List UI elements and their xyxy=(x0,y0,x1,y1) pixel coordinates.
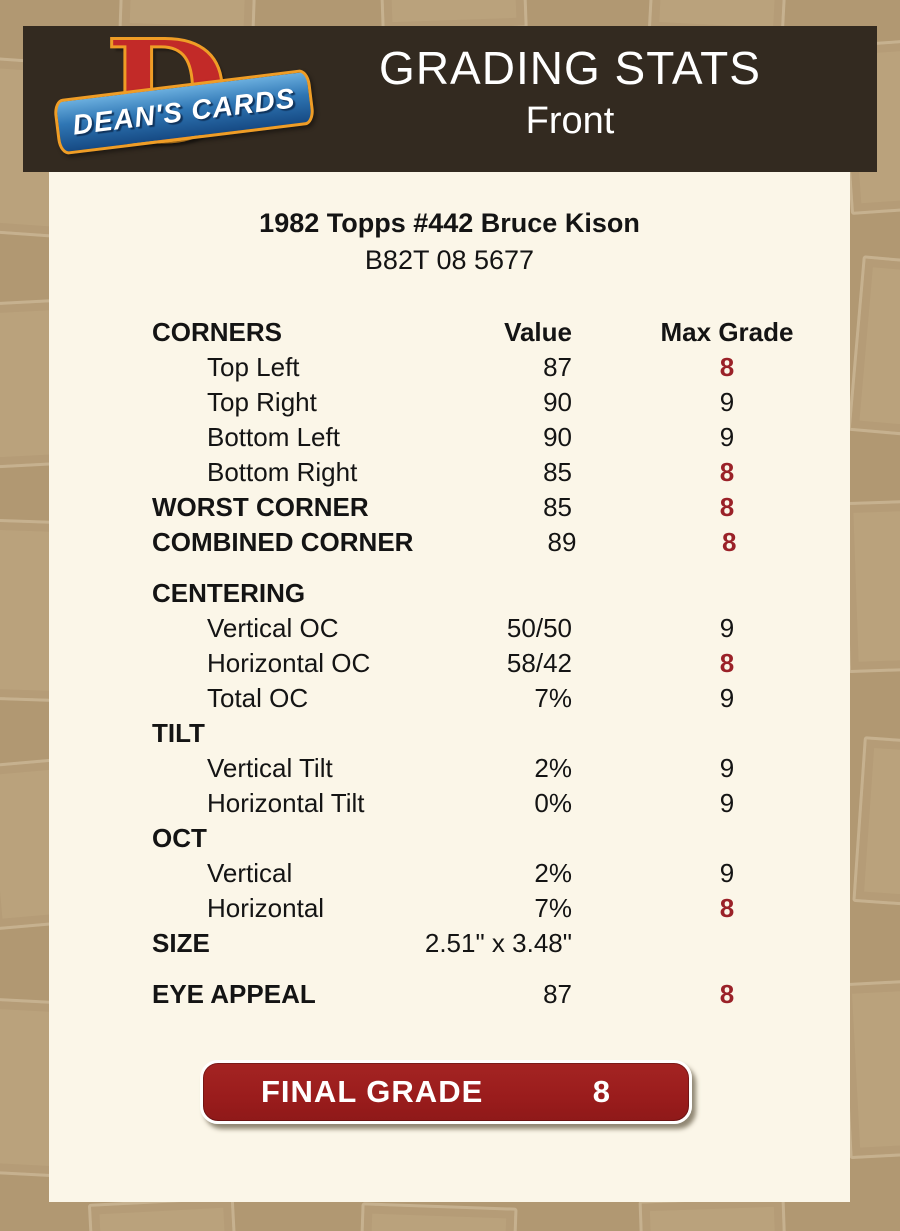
background-card-decoration xyxy=(842,497,900,674)
table-row: Top Right 90 9 xyxy=(49,385,850,420)
row-label: Horizontal xyxy=(207,893,325,923)
table-row: COMBINED CORNER 89 8 xyxy=(49,525,850,560)
row-label: Total OC xyxy=(207,683,309,713)
row-value: 7% xyxy=(534,683,572,713)
table-row: Horizontal 7% 8 xyxy=(49,891,850,926)
table-spacer xyxy=(49,560,850,576)
row-max-grade: 8 xyxy=(721,527,737,557)
row-max-grade: 9 xyxy=(719,387,735,417)
row-value: 0% xyxy=(534,788,572,818)
table-row: Horizontal OC 58/42 8 xyxy=(49,646,850,681)
table-row: WORST CORNER 85 8 xyxy=(49,490,850,525)
row-label: CORNERS xyxy=(152,317,283,347)
background-card-decoration xyxy=(847,255,900,441)
row-value: 87 xyxy=(543,979,572,1009)
table-row: Bottom Left 90 9 xyxy=(49,420,850,455)
row-max-grade: 9 xyxy=(719,683,735,713)
row-value: 87 xyxy=(543,352,572,382)
row-label: OCT xyxy=(152,823,207,853)
table-row: TILT xyxy=(49,716,850,751)
final-grade-button[interactable]: FINAL GRADE 8 xyxy=(200,1060,692,1124)
row-max-grade: 8 xyxy=(719,352,735,382)
row-label: Bottom Left xyxy=(207,422,340,452)
table-row: Vertical OC 50/50 9 xyxy=(49,611,850,646)
row-label: TILT xyxy=(152,718,205,748)
row-label: EYE APPEAL xyxy=(152,979,316,1009)
table-row: EYE APPEAL 87 8 xyxy=(49,977,850,1012)
row-label: Horizontal OC xyxy=(207,648,371,678)
row-value: 89 xyxy=(547,527,577,557)
row-value: 85 xyxy=(543,492,572,522)
row-value: 58/42 xyxy=(506,648,572,678)
row-max-grade: 8 xyxy=(719,457,735,487)
row-value: 2% xyxy=(534,858,572,888)
row-label: Top Right xyxy=(207,387,317,417)
table-row: Vertical Tilt 2% 9 xyxy=(49,751,850,786)
card-title: 1982 Topps #442 Bruce Kison xyxy=(259,208,640,238)
card-serial-number: B82T 08 5677 xyxy=(364,245,535,275)
row-value: 85 xyxy=(543,457,572,487)
row-label: SIZE xyxy=(152,928,210,958)
header-titles: GRADING STATS Front xyxy=(273,42,867,144)
row-label: Bottom Right xyxy=(207,457,358,487)
row-max-grade: Max Grade xyxy=(660,317,794,347)
row-value: 50/50 xyxy=(506,613,572,643)
row-label: CENTERING xyxy=(152,578,306,608)
row-max-grade: 9 xyxy=(719,613,735,643)
row-value: 7% xyxy=(534,893,572,923)
row-label: Horizontal Tilt xyxy=(207,788,365,818)
background-card-decoration xyxy=(852,736,900,910)
row-label: Top Left xyxy=(207,352,300,382)
row-max-grade: 9 xyxy=(719,753,735,783)
table-row: OCT xyxy=(49,821,850,856)
final-grade-label: FINAL GRADE xyxy=(261,1074,484,1109)
table-row: Bottom Right 85 8 xyxy=(49,455,850,490)
row-label: WORST CORNER xyxy=(152,492,369,522)
row-label: Vertical Tilt xyxy=(207,753,333,783)
table-row: CENTERING xyxy=(49,576,850,611)
final-grade-value: 8 xyxy=(592,1074,611,1109)
row-max-grade: 9 xyxy=(719,422,735,452)
row-value: Value xyxy=(504,317,572,347)
grading-stats-table: CORNERS Value Max Grade Top Left 87 8 Top Righ… xyxy=(49,315,850,1012)
deans-cards-logo: D DEAN'S CARDS xyxy=(52,17,323,170)
table-row: SIZE 2.51" x 3.48" xyxy=(49,926,850,961)
report-panel: 1982 Topps #442 Bruce Kison B82T 08 5677… xyxy=(49,172,850,1202)
table-spacer xyxy=(49,961,850,977)
table-row: CORNERS Value Max Grade xyxy=(49,315,850,350)
row-max-grade: 8 xyxy=(719,492,735,522)
row-max-grade: 9 xyxy=(719,788,735,818)
background-card-decoration xyxy=(358,1202,518,1231)
table-row: Vertical 2% 9 xyxy=(49,856,850,891)
row-max-grade: 9 xyxy=(719,858,735,888)
row-max-grade: 8 xyxy=(719,893,735,923)
table-row: Top Left 87 8 xyxy=(49,350,850,385)
row-max-grade: 8 xyxy=(719,648,735,678)
row-value: 90 xyxy=(543,387,572,417)
row-label: Vertical xyxy=(207,858,293,888)
row-value: 2% xyxy=(534,753,572,783)
table-row: Horizontal Tilt 0% 9 xyxy=(49,786,850,821)
row-value: 90 xyxy=(543,422,572,452)
row-label: Vertical OC xyxy=(207,613,339,643)
header-bar: D DEAN'S CARDS GRADING STATS Front xyxy=(23,17,877,172)
row-max-grade: 8 xyxy=(719,979,735,1009)
page-subtitle: Front xyxy=(525,100,615,142)
page-title: GRADING STATS xyxy=(379,42,761,94)
table-row: Total OC 7% 9 xyxy=(49,681,850,716)
row-value: 2.51" x 3.48" xyxy=(424,928,572,958)
row-label: COMBINED CORNER xyxy=(152,527,414,557)
